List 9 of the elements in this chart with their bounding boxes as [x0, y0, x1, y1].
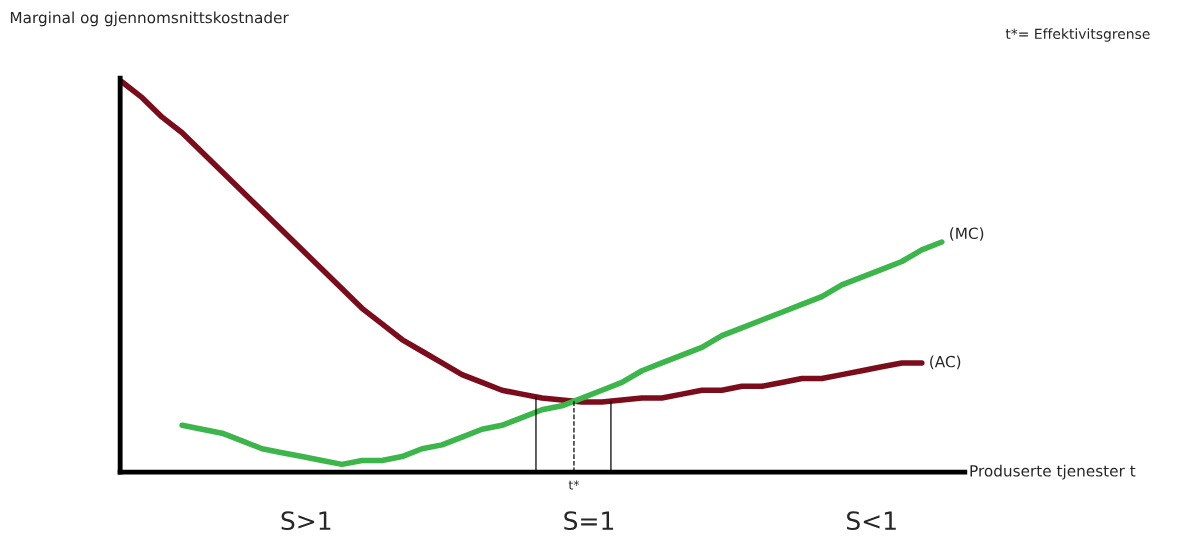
text: S>1 — [281, 511, 331, 531]
series-label: (MC) — [950, 227, 984, 241]
series-label: (AC) — [930, 355, 961, 370]
y-axis-title: Marginal og gjennomsnittskostnader — [10, 11, 289, 27]
text: t*= Effektivitsgrense — [1005, 28, 1150, 42]
text: S<1 — [847, 511, 896, 531]
text: t* — [568, 480, 580, 490]
text: S=1 — [564, 511, 614, 531]
x-axis-title: Produserte tjenester t — [970, 464, 1136, 480]
